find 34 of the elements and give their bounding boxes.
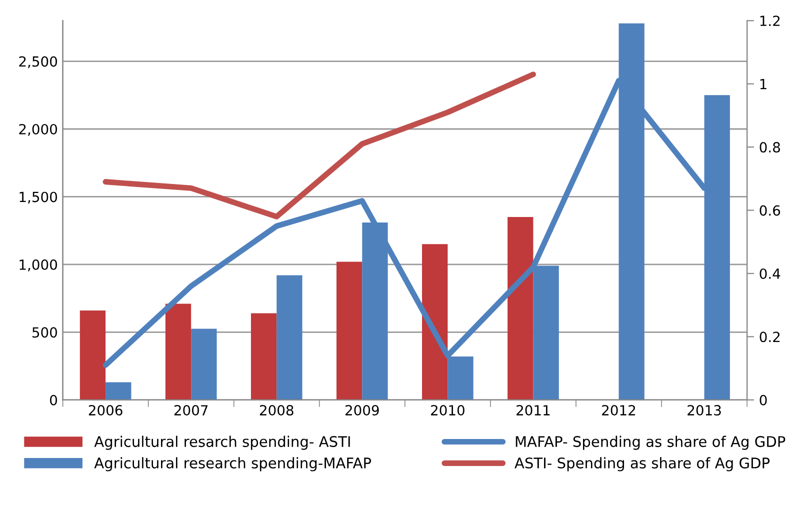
x-tick-label: 2013 [688,405,721,416]
y2-tick-label: 0.6 [760,205,780,216]
y2-tick-label: 1 [760,79,766,90]
bar [508,217,534,400]
bar [276,275,302,400]
y-tick-label: 1,000 [20,259,58,272]
y2-tick-label: 0.4 [760,268,780,279]
y-tick-label: 2,500 [19,56,58,68]
bar [80,310,106,400]
legend-label: Agricultural resarch spending- ASTI [94,436,350,450]
bar [106,382,132,400]
bar [165,304,192,400]
x-tick-label: 2009 [345,405,379,416]
legend-label: MAFAP- Spending as share of Ag GDP [516,436,786,450]
bar [422,244,448,400]
x-tick-label: 2011 [516,405,550,416]
y2-tick-label: 0.2 [760,332,780,342]
y2-tick-label: 0.8 [760,142,780,153]
y-tick-label: 2,000 [19,124,58,136]
y-tick-label: 500 [32,327,58,338]
y2-tick-label: 0 [760,394,767,406]
x-tick-label: 2010 [431,405,464,416]
legend-label: ASTI- Spending as share of Ag GDP [514,457,770,472]
x-tick-label: 2006 [88,405,122,416]
bar [191,328,217,400]
x-tick-label: 2012 [602,405,636,416]
bar [250,313,277,400]
y-tick-label: 0 [50,394,58,406]
bar [336,262,362,400]
x-tick-label: 2007 [174,405,208,416]
y-tick-label: 1,500 [20,192,58,204]
y2-tick-label: 1.2 [760,16,780,26]
x-tick-label: 2008 [260,405,294,416]
legend-label: Agricultural research spending-MAFAP [94,457,372,472]
